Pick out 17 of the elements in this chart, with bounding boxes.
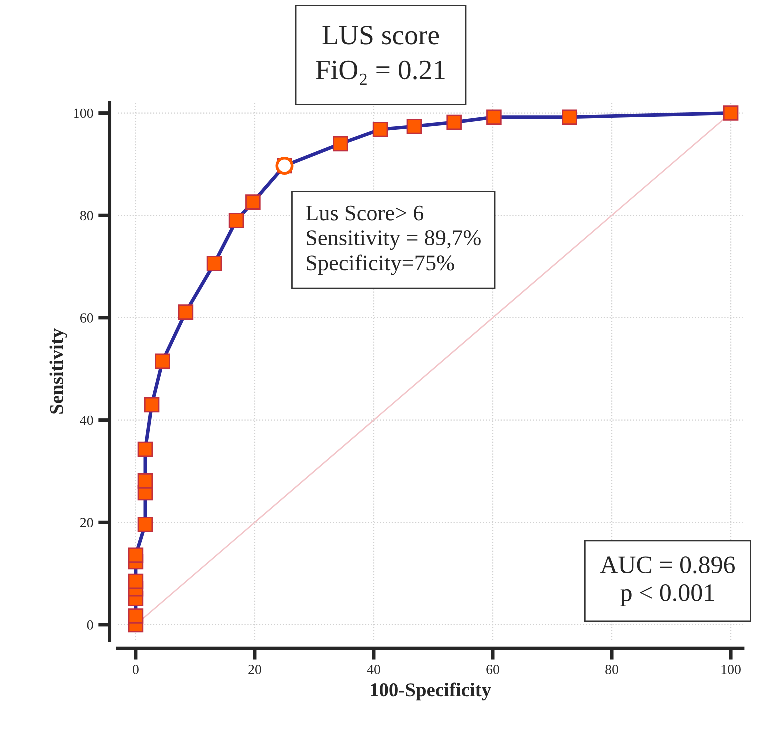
x-tick-label: 100: [722, 665, 741, 674]
x-tick-label: 60: [486, 665, 500, 674]
x-tick-label: 0: [133, 665, 139, 674]
x-axis-title: 100-Specificity: [371, 682, 492, 701]
annotation: AUC = 0.896 p < 0.001: [600, 556, 736, 606]
y-tick-label: 100: [74, 108, 94, 118]
x-tick-label: 20: [248, 665, 262, 674]
x-tick-label: 40: [367, 665, 380, 674]
y-tick-label: 40: [80, 416, 94, 426]
y-axis-title: Sensitivity: [50, 328, 68, 414]
chart-title: LUS score FiO₂ = 0.21: [316, 26, 445, 85]
y-tick-label: 20: [80, 518, 94, 528]
y-tick-label: 80: [80, 211, 94, 221]
y-tick-label: 0: [87, 620, 94, 630]
y-tick-label: 60: [80, 314, 94, 323]
annotation: Lus Score> 6 Sensitivity = 89,7% Specificity=75%: [306, 206, 481, 276]
x-tick-label: 80: [606, 665, 618, 674]
